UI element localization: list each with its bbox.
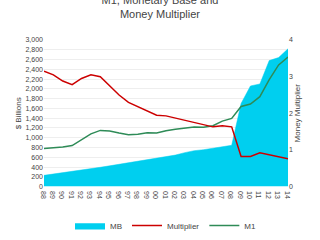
svg-text:07: 07 bbox=[218, 191, 225, 199]
svg-text:99: 99 bbox=[143, 191, 150, 199]
svg-text:92: 92 bbox=[77, 191, 84, 199]
svg-text:MB: MB bbox=[110, 222, 122, 231]
svg-text:1,000: 1,000 bbox=[25, 134, 43, 141]
svg-text:05: 05 bbox=[199, 191, 206, 199]
svg-text:1,400: 1,400 bbox=[25, 115, 43, 122]
svg-text:2,400: 2,400 bbox=[25, 66, 43, 73]
svg-text:$ Billions: $ Billions bbox=[14, 97, 23, 129]
svg-text:1: 1 bbox=[289, 146, 293, 153]
svg-text:Money Multiplier: Money Multiplier bbox=[293, 84, 302, 143]
svg-text:600: 600 bbox=[31, 154, 43, 161]
svg-text:98: 98 bbox=[133, 191, 140, 199]
svg-text:02: 02 bbox=[171, 191, 178, 199]
svg-text:09: 09 bbox=[237, 191, 244, 199]
svg-text:200: 200 bbox=[31, 173, 43, 180]
svg-text:88: 88 bbox=[40, 191, 47, 199]
svg-text:0: 0 bbox=[39, 183, 43, 190]
svg-text:4: 4 bbox=[289, 36, 293, 43]
svg-text:1,200: 1,200 bbox=[25, 124, 43, 131]
svg-text:11: 11 bbox=[255, 191, 262, 198]
svg-text:91: 91 bbox=[68, 191, 75, 199]
svg-text:01: 01 bbox=[162, 191, 169, 199]
svg-text:2,000: 2,000 bbox=[25, 85, 43, 92]
svg-text:97: 97 bbox=[124, 191, 131, 199]
svg-text:13: 13 bbox=[274, 191, 281, 199]
svg-text:94: 94 bbox=[96, 191, 103, 199]
svg-text:96: 96 bbox=[115, 191, 122, 199]
svg-text:1,600: 1,600 bbox=[25, 105, 43, 112]
svg-text:10: 10 bbox=[246, 191, 253, 199]
svg-text:3: 3 bbox=[289, 73, 293, 80]
svg-text:400: 400 bbox=[31, 164, 43, 171]
svg-text:95: 95 bbox=[105, 191, 112, 199]
svg-text:00: 00 bbox=[152, 191, 159, 199]
svg-text:93: 93 bbox=[86, 191, 93, 199]
svg-text:08: 08 bbox=[227, 191, 234, 199]
svg-text:2,600: 2,600 bbox=[25, 56, 43, 63]
svg-text:0: 0 bbox=[289, 183, 293, 190]
svg-text:2,200: 2,200 bbox=[25, 76, 43, 83]
svg-text:89: 89 bbox=[49, 191, 56, 199]
svg-text:Multiplier: Multiplier bbox=[167, 222, 199, 231]
svg-text:03: 03 bbox=[180, 191, 187, 199]
svg-text:2: 2 bbox=[289, 110, 293, 117]
svg-text:800: 800 bbox=[31, 144, 43, 151]
svg-text:12: 12 bbox=[265, 191, 272, 199]
svg-text:M1: M1 bbox=[244, 222, 256, 231]
svg-text:2,800: 2,800 bbox=[25, 46, 43, 53]
svg-text:04: 04 bbox=[190, 191, 197, 199]
svg-text:14: 14 bbox=[284, 191, 291, 199]
svg-text:1,800: 1,800 bbox=[25, 95, 43, 102]
svg-text:06: 06 bbox=[208, 191, 215, 199]
svg-text:3,000: 3,000 bbox=[25, 36, 43, 43]
svg-text:90: 90 bbox=[58, 191, 65, 199]
svg-text:M1, Monetary Base andMoney Mul: M1, Monetary Base andMoney Multiplier bbox=[102, 0, 219, 20]
